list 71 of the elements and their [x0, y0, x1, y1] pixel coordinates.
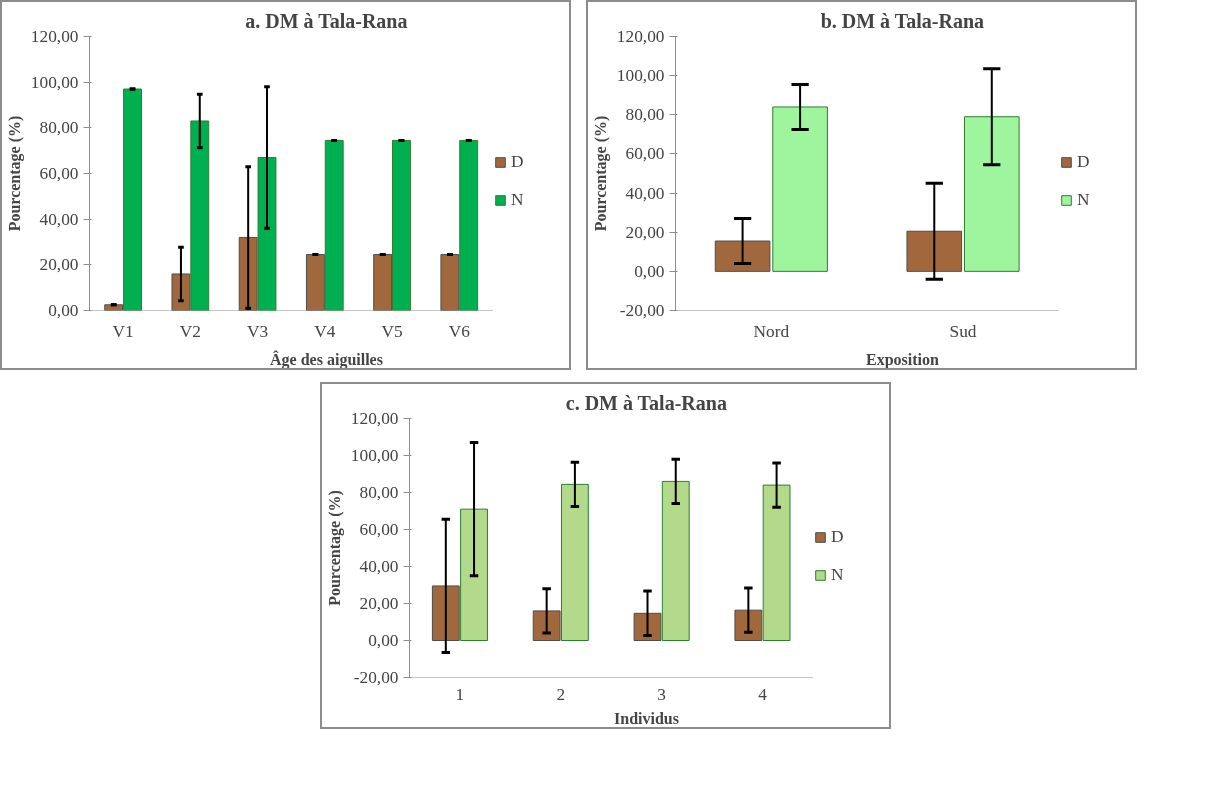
- legend-label: N: [831, 564, 845, 585]
- x-tick-label: 1: [455, 684, 465, 704]
- x-tick-label: 3: [657, 684, 666, 704]
- y-tick-label: 120,00: [616, 27, 665, 46]
- y-axis-title: Pourcentage (%): [591, 115, 610, 232]
- y-tick-label: 0,00: [634, 261, 665, 281]
- bar: [560, 483, 589, 641]
- y-tick-label: 100,00: [616, 66, 665, 86]
- y-tick-label: 0,00: [368, 631, 399, 650]
- bar: [734, 609, 763, 641]
- bar: [257, 157, 277, 311]
- x-tick-label: Sud: [949, 321, 977, 341]
- bar: [459, 139, 479, 311]
- bar: [324, 139, 344, 311]
- legend-label: N: [511, 190, 525, 210]
- y-tick-label: 20,00: [625, 222, 665, 242]
- legend-label: N: [1077, 190, 1091, 210]
- bar: [772, 106, 828, 272]
- y-tick-label: 20,00: [359, 594, 399, 613]
- y-tick-label: 60,00: [39, 164, 79, 183]
- y-tick-label: 40,00: [625, 183, 665, 203]
- bar: [963, 116, 1020, 272]
- bar: [373, 254, 393, 311]
- x-axis-title: Âge des aiguilles: [270, 349, 383, 369]
- y-axis-title: Pourcentage (%): [325, 490, 344, 606]
- legend-label: D: [831, 526, 845, 547]
- chart-title: b. DM à Tala-Rana: [820, 9, 985, 32]
- y-tick-label: 100,00: [30, 72, 79, 92]
- x-tick-label: V5: [381, 321, 403, 341]
- bar: [532, 610, 561, 641]
- x-tick-label: 2: [556, 684, 566, 704]
- bar: [440, 254, 460, 311]
- y-tick-label: 60,00: [359, 520, 399, 539]
- x-tick-label: V6: [448, 321, 471, 341]
- bar: [392, 139, 411, 311]
- x-tick-label: V1: [112, 321, 134, 341]
- bar: [305, 254, 325, 311]
- bar: [431, 585, 460, 641]
- y-tick-label: 20,00: [39, 255, 79, 275]
- y-tick-label: 100,00: [350, 446, 399, 465]
- y-tick-label: 40,00: [39, 209, 79, 229]
- y-tick-label: 120,00: [30, 27, 79, 46]
- x-tick-label: Nord: [753, 321, 790, 341]
- chart-title: a. DM à Tala-Rana: [245, 9, 408, 32]
- bar: [460, 508, 488, 641]
- y-tick-label: 80,00: [39, 118, 79, 138]
- legend-label: D: [1077, 152, 1091, 172]
- y-tick-label: 120,00: [350, 409, 399, 428]
- x-tick-label: V2: [179, 321, 201, 341]
- y-tick-label: 60,00: [625, 144, 665, 164]
- bar: [633, 612, 662, 641]
- x-axis-title: Exposition: [866, 350, 940, 369]
- bar: [762, 484, 791, 641]
- y-axis-title: Pourcentage (%): [5, 115, 24, 232]
- bar: [190, 120, 210, 311]
- x-tick-label: 4: [758, 684, 768, 704]
- bar: [714, 240, 771, 272]
- y-tick-label: -20,00: [619, 301, 665, 320]
- y-tick-label: 40,00: [359, 557, 399, 576]
- y-tick-label: 80,00: [359, 483, 399, 502]
- bar: [906, 230, 963, 272]
- bar: [123, 88, 142, 311]
- x-tick-label: V4: [314, 321, 336, 341]
- chart-title: c. DM à Tala-Rana: [565, 391, 727, 414]
- x-tick-label: V3: [247, 321, 269, 341]
- bar: [661, 480, 690, 641]
- x-axis-title: Individus: [614, 709, 679, 727]
- legend-label: D: [511, 152, 525, 172]
- y-tick-label: 80,00: [625, 105, 665, 125]
- y-tick-label: -20,00: [353, 668, 399, 687]
- y-tick-label: 0,00: [48, 301, 79, 320]
